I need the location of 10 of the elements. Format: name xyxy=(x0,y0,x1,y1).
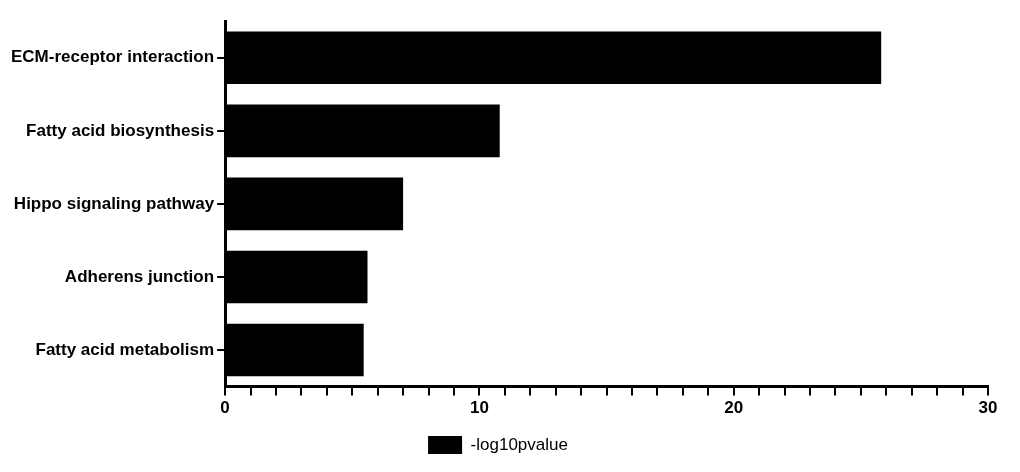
x-tick-label: 0 xyxy=(220,398,230,418)
x-tick-label: 10 xyxy=(469,398,489,418)
y-tick-label: Hippo signaling pathway xyxy=(13,193,215,213)
y-tick-label: Fatty acid biosynthesis xyxy=(26,120,215,140)
y-tick-label: Fatty acid metabolism xyxy=(35,339,215,359)
x-tick-label: 30 xyxy=(978,398,998,418)
x-tick-label: 20 xyxy=(724,398,744,418)
y-tick-label: Adherens junction xyxy=(64,266,215,286)
y-tick-label: ECM-receptor interaction xyxy=(10,47,215,67)
legend-label: -log10pvalue xyxy=(470,434,568,454)
